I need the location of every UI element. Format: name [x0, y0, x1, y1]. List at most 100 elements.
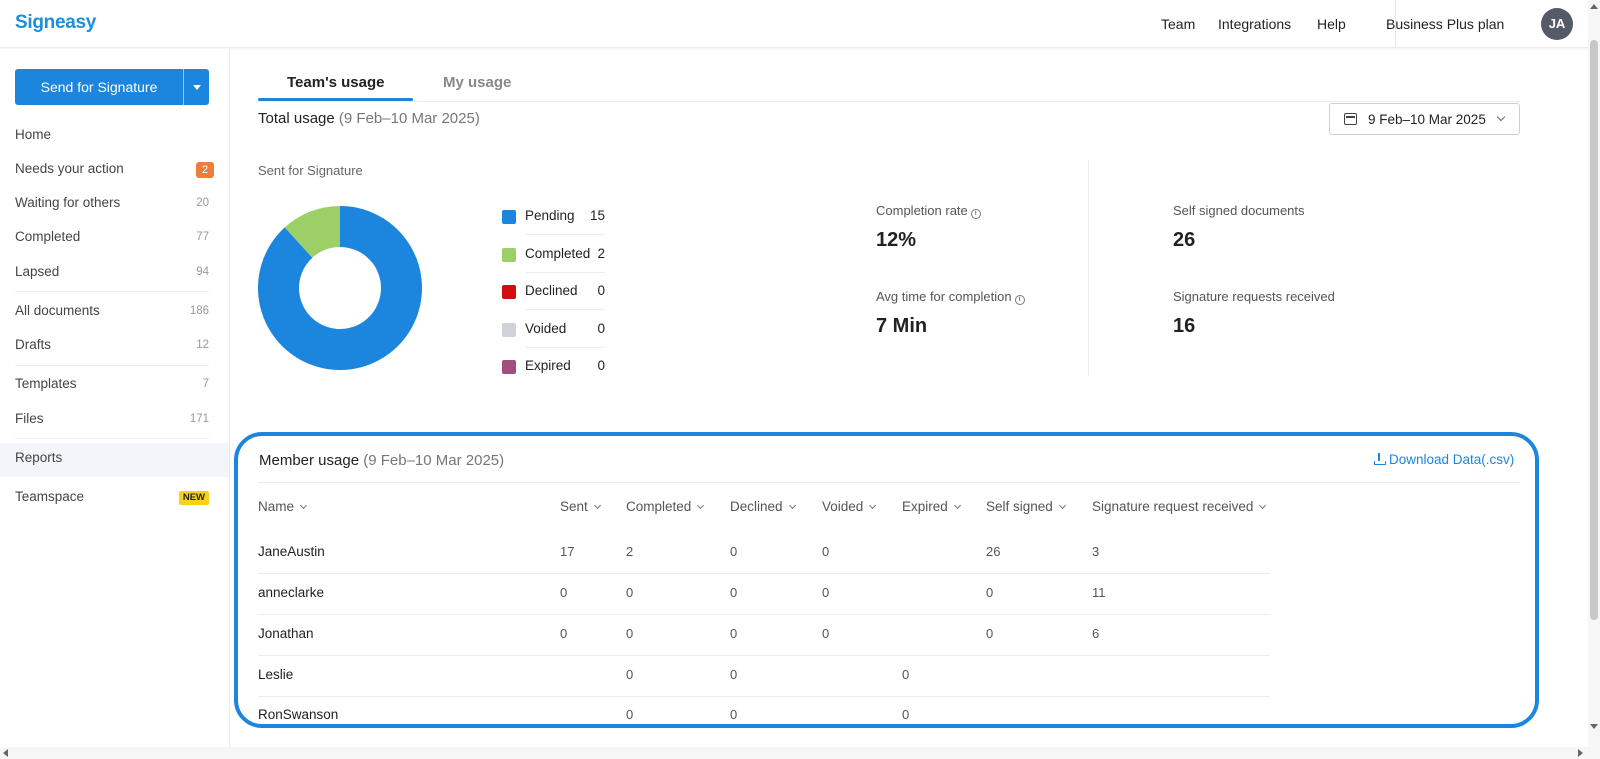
active-tab-indicator	[258, 98, 413, 101]
column-header-label: Completed	[626, 499, 692, 514]
column-header-name[interactable]: Name	[258, 499, 308, 514]
table-cell: 2	[626, 544, 634, 559]
table-cell: 0	[730, 626, 738, 641]
requests-received-value: 16	[1173, 315, 1196, 337]
vertical-scrollbar[interactable]	[1588, 0, 1600, 759]
legend-label: Voided	[525, 321, 567, 336]
sidebar-item-waiting-for-others[interactable]: Waiting for others 20	[15, 195, 209, 217]
header-divider	[1395, 0, 1396, 48]
column-header-declined[interactable]: Declined	[730, 499, 796, 514]
scroll-right-icon[interactable]	[1578, 749, 1583, 757]
column-header-label: Name	[258, 499, 295, 514]
app-logo[interactable]: Signeasy	[15, 12, 97, 33]
send-for-signature-label: Send for Signature	[40, 79, 158, 95]
sort-chevron-icon	[788, 501, 796, 510]
sidebar-item-label: Home	[15, 127, 52, 142]
donut-slice-completed[interactable]	[284, 206, 340, 258]
sort-chevron-icon	[593, 501, 601, 510]
column-header-completed[interactable]: Completed	[626, 499, 705, 514]
table-cell: 6	[1092, 626, 1100, 641]
column-header-label: Signature request received	[1092, 499, 1254, 514]
sidebar-item-templates[interactable]: Templates 7	[15, 376, 209, 398]
horizontal-scrollbar[interactable]	[0, 747, 1588, 759]
sidebar-item-completed[interactable]: Completed 77	[15, 229, 209, 251]
row-divider	[258, 655, 1270, 656]
tabs-divider	[258, 101, 1520, 102]
column-header-expired[interactable]: Expired	[902, 499, 961, 514]
legend-label: Expired	[525, 358, 571, 373]
active-nav-highlight	[0, 443, 229, 477]
legend-divider	[525, 272, 605, 273]
table-cell: 0	[730, 667, 738, 682]
legend-swatch	[502, 248, 516, 262]
download-csv-label: Download Data(.csv)	[1389, 452, 1515, 467]
table-cell: 0	[730, 707, 738, 722]
sidebar-item-label: Completed	[15, 229, 81, 244]
table-cell: 26	[986, 544, 1001, 559]
column-header-label: Sent	[560, 499, 588, 514]
table-cell: 0	[822, 585, 830, 600]
sidebar-item-lapsed[interactable]: Lapsed 94	[15, 264, 209, 286]
member-usage-title: Member usage (9 Feb–10 Mar 2025)	[259, 452, 504, 469]
date-range-picker[interactable]: 9 Feb–10 Mar 2025	[1329, 103, 1520, 135]
user-avatar[interactable]: JA	[1541, 8, 1573, 40]
nav-help-link[interactable]: Help	[1317, 16, 1346, 32]
sort-chevron-icon	[1058, 501, 1066, 510]
self-signed-label: Self signed documents	[1173, 203, 1305, 218]
legend-item-voided: Voided 0	[502, 320, 605, 358]
button-split-divider	[183, 69, 184, 105]
sidebar-item-count: 186	[189, 305, 209, 317]
sort-chevron-icon	[1259, 501, 1267, 510]
column-header-signature-request-received[interactable]: Signature request received	[1092, 499, 1267, 514]
donut-slice-pending[interactable]	[258, 206, 422, 370]
member-usage-range: (9 Feb–10 Mar 2025)	[363, 452, 505, 469]
send-for-signature-button[interactable]: Send for Signature	[15, 69, 209, 105]
member-name-cell: RonSwanson	[258, 707, 339, 722]
info-icon[interactable]: i	[970, 209, 981, 219]
column-header-label: Expired	[902, 499, 948, 514]
sidebar-item-all-documents[interactable]: All documents 186	[15, 303, 209, 325]
completion-rate-label: Completion rate i	[876, 203, 981, 219]
tab-my-usage[interactable]: My usage	[443, 74, 512, 91]
legend-value: 2	[597, 246, 605, 261]
column-header-voided[interactable]: Voided	[822, 499, 877, 514]
download-csv-link[interactable]: Download Data(.csv)	[1374, 452, 1514, 467]
legend-value: 0	[597, 283, 605, 298]
table-cell: 0	[560, 585, 568, 600]
sidebar-item-needs-your-action[interactable]: Needs your action 2	[15, 161, 214, 183]
sidebar-divider	[15, 438, 209, 439]
avg-time-value: 7 Min	[876, 315, 928, 337]
sidebar-item-label: Reports	[15, 450, 63, 465]
info-icon[interactable]: i	[1014, 295, 1025, 305]
plan-label[interactable]: Business Plus plan	[1386, 16, 1505, 32]
sort-chevron-icon	[953, 501, 961, 510]
scroll-up-icon[interactable]	[1590, 4, 1598, 9]
table-cell: 0	[626, 585, 634, 600]
nav-integrations-link[interactable]: Integrations	[1218, 16, 1292, 32]
legend-swatch	[502, 285, 516, 299]
scroll-down-icon[interactable]	[1590, 724, 1598, 729]
sidebar-item-files[interactable]: Files 171	[15, 411, 209, 433]
nav-team-link[interactable]: Team	[1161, 16, 1196, 32]
member-name-cell: JaneAustin	[258, 544, 325, 559]
column-header-sent[interactable]: Sent	[560, 499, 601, 514]
table-cell: 0	[822, 544, 830, 559]
sort-chevron-icon	[697, 501, 705, 510]
tab-teams-usage[interactable]: Team's usage	[287, 74, 385, 91]
legend-value: 0	[597, 358, 605, 373]
sidebar-item-drafts[interactable]: Drafts 12	[15, 337, 209, 359]
table-cell: 3	[1092, 544, 1100, 559]
legend-item-pending: Pending 15	[502, 207, 605, 245]
member-name-cell: anneclarke	[258, 585, 325, 600]
sidebar: Send for Signature Home Needs your actio…	[0, 49, 230, 749]
stats-divider	[1088, 160, 1089, 376]
scrollbar-thumb[interactable]	[1590, 40, 1598, 620]
column-header-self-signed[interactable]: Self signed	[986, 499, 1066, 514]
sidebar-item-teamspace[interactable]: Teamspace NEW	[15, 489, 209, 511]
legend-value: 0	[597, 321, 605, 336]
sidebar-item-count: 20	[196, 197, 209, 209]
scroll-left-icon[interactable]	[3, 749, 8, 757]
sidebar-item-reports[interactable]: Reports	[15, 450, 209, 472]
sidebar-item-home[interactable]: Home	[15, 127, 209, 149]
send-options-dropdown-icon[interactable]	[184, 69, 209, 105]
